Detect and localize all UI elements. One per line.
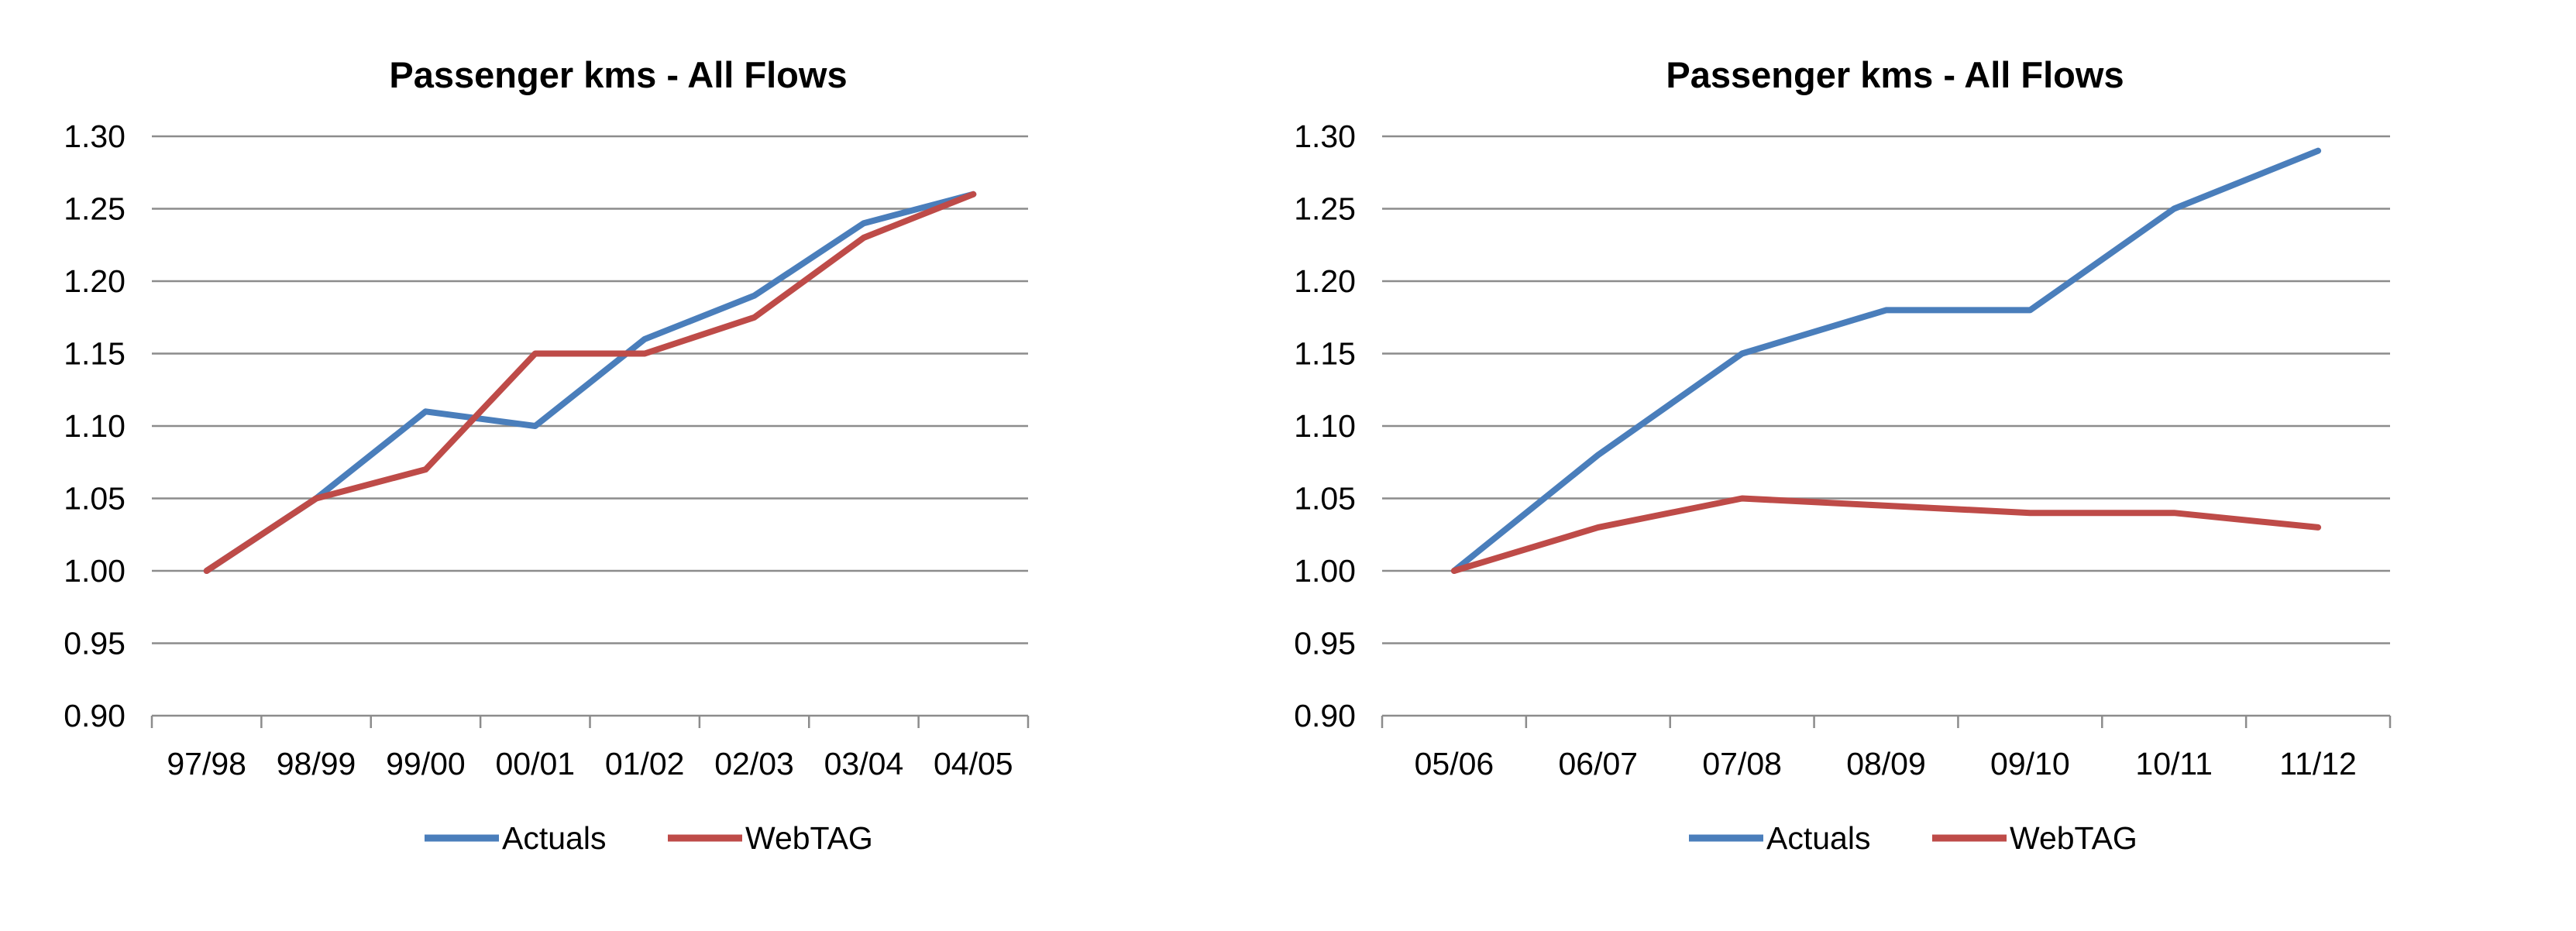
x-tick-label: 97/98 [167,746,246,782]
y-tick-label: 1.05 [1294,481,1356,517]
x-tick-label: 06/07 [1558,746,1638,782]
x-tick-label: 10/11 [2135,746,2213,782]
y-tick-label: 0.95 [1294,626,1356,661]
series-line-webtag [203,191,977,574]
series-line-actuals [1450,147,2322,574]
y-tick-label: 1.00 [64,553,126,589]
x-tick-label: 02/03 [714,746,794,782]
series-line-actuals [203,191,977,574]
y-tick-label: 0.95 [64,626,126,661]
x-tick-label: 08/09 [1846,746,1926,782]
x-tick-label: 11/12 [2279,746,2357,782]
y-tick-label: 1.15 [64,336,126,372]
y-tick-label: 1.25 [64,191,126,227]
chart-title: Passenger kms - All Flows [1666,54,2124,95]
y-tick-label: 1.10 [1294,408,1356,444]
y-tick-label: 1.30 [64,119,126,154]
y-tick-label: 1.20 [1294,263,1356,299]
y-tick-label: 0.90 [64,698,126,733]
chart-title: Passenger kms - All Flows [389,54,847,95]
x-tick-label: 04/05 [934,746,1013,782]
legend-label-actuals: Actuals [502,820,606,856]
y-tick-label: 0.90 [1294,698,1356,733]
legend-label-actuals: Actuals [1766,820,1870,856]
x-tick-label: 98/99 [277,746,356,782]
y-tick-label: 1.05 [64,481,126,517]
x-tick-label: 00/01 [496,746,576,782]
x-tick-label: 05/06 [1415,746,1494,782]
chart-left: Passenger kms - All Flows 0.90 0.95 1.00 1.0… [64,54,1030,856]
y-tick-label: 1.30 [1294,119,1356,154]
x-tick-label: 99/00 [386,746,466,782]
y-tick-label: 1.15 [1294,336,1356,372]
chart-right: Passenger kms - All Flows 0.90 0.95 1.00 1.0… [1294,54,2392,856]
series-line-webtag [1450,495,2322,574]
y-tick-label: 1.00 [1294,553,1356,589]
y-tick-label: 1.20 [64,263,126,299]
legend-label-webtag: WebTAG [2010,820,2137,856]
y-tick-label: 1.10 [64,408,126,444]
x-tick-label: 03/04 [824,746,904,782]
x-tick-label: 01/02 [605,746,685,782]
legend-label-webtag: WebTAG [745,820,873,856]
x-tick-label: 07/08 [1702,746,1782,782]
x-tick-label: 09/10 [1990,746,2070,782]
y-tick-label: 1.25 [1294,191,1356,227]
